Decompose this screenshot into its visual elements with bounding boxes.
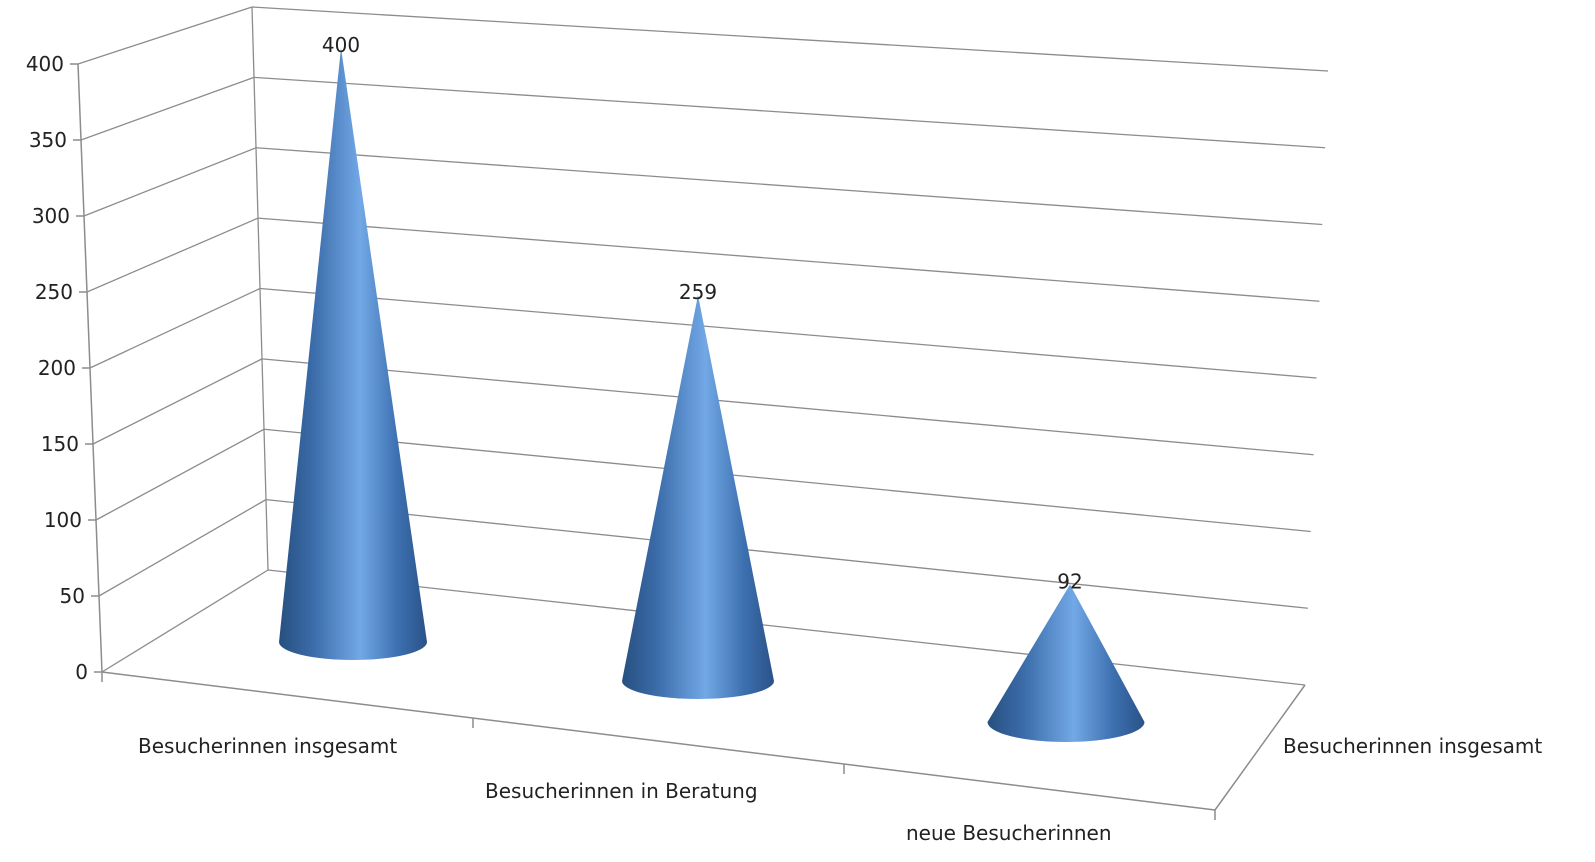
gridline-back	[261, 358, 1314, 456]
cone-body	[987, 584, 1145, 743]
cone-bar	[622, 295, 774, 699]
x-axis	[101, 671, 1216, 811]
gridline-back	[253, 76, 1326, 149]
gridline-back	[265, 498, 1308, 609]
gridline-side	[89, 287, 261, 369]
gridline-side	[92, 358, 263, 445]
cone-bar	[279, 48, 427, 660]
data-label: 92	[1057, 569, 1082, 593]
y-tick-label: 0	[75, 660, 88, 684]
gridline-side	[80, 76, 255, 141]
gridline-side	[77, 6, 253, 65]
y-tick-label: 250	[35, 280, 73, 304]
series-axis-label: Besucherinnen insgesamt	[1283, 734, 1542, 758]
wall-edge	[251, 6, 269, 571]
y-tick-label: 100	[44, 508, 82, 532]
gridline-side	[95, 428, 265, 521]
gridline-side	[98, 499, 267, 597]
cone-bar	[987, 584, 1145, 743]
y-tick-label: 50	[60, 584, 85, 608]
data-label: 400	[322, 33, 360, 57]
gridline-back	[259, 287, 1317, 379]
depth-axis	[1214, 684, 1306, 811]
axes: 0 50 100 150 200 250 300 350 400	[26, 52, 1306, 820]
labels: Besucherinnen insgesamt Besucherinnen in …	[138, 33, 1542, 845]
y-tick-label: 400	[26, 52, 64, 76]
gridline-back	[257, 217, 1320, 302]
cone-body	[279, 48, 427, 660]
gridline-side	[101, 569, 269, 673]
gridline-side	[86, 217, 259, 293]
data-label: 259	[679, 280, 717, 304]
gridline-back	[267, 569, 1306, 686]
y-tick-label: 200	[38, 356, 76, 380]
gridline-back	[251, 6, 1329, 72]
gridline-side	[83, 147, 257, 217]
gridline-back	[263, 428, 1311, 533]
y-tick-label: 300	[32, 204, 70, 228]
x-tick-label: Besucherinnen in Beratung	[485, 779, 758, 803]
x-tick-label: Besucherinnen insgesamt	[138, 734, 397, 758]
gridline-back	[255, 147, 1323, 226]
y-tick-label: 150	[41, 432, 79, 456]
y-tick-label: 350	[29, 128, 67, 152]
cone-body	[622, 295, 774, 699]
gridlines	[77, 6, 1329, 686]
x-tick-label: neue Besucherinnen	[906, 821, 1112, 845]
cones	[279, 48, 1145, 743]
